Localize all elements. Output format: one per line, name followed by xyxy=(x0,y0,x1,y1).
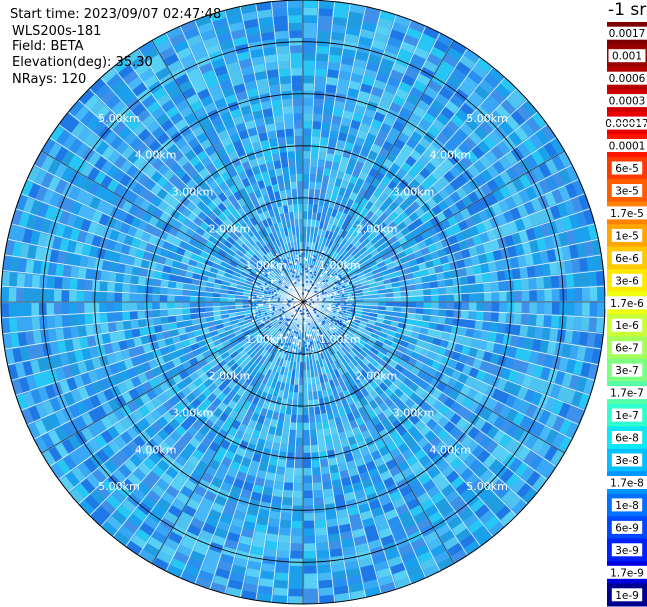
azimuth-spoke xyxy=(302,301,455,564)
range-ring-label: 4.00km xyxy=(135,443,177,456)
range-ring-label: 5.00km xyxy=(466,480,508,493)
range-ring-label: 5.00km xyxy=(98,480,140,493)
range-ring-label: 4.00km xyxy=(430,149,472,162)
colorbar-tick-label: 0.00017 xyxy=(605,118,647,130)
colorbar-tick-label: 1e-9 xyxy=(615,590,639,602)
azimuth-spoke xyxy=(151,301,304,564)
range-grid: 1.00km 1.00km 1.00km 1.00km 2.00km 2.00km 2.00… xyxy=(0,0,606,605)
azimuth-spoke xyxy=(302,301,565,454)
range-ring-label: 3.00km xyxy=(393,407,435,420)
colorbar-tick-box xyxy=(605,94,647,108)
colorbar-tick-box xyxy=(611,408,643,422)
colorbar: 0.0017 0.001 0.0006 0.0003 0.00017 0.0001 6e-5… xyxy=(601,22,647,607)
colorbar-tick-box xyxy=(608,49,646,63)
range-ring-label: 1.00km xyxy=(319,259,361,272)
azimuth-spoke xyxy=(41,301,304,454)
colorbar-tick-box xyxy=(611,161,643,175)
start-time-label: Start time: 2023/09/07 02:47:48 xyxy=(10,7,222,22)
colorbar-tick-label: 3e-5 xyxy=(615,186,639,198)
colorbar-tick-box xyxy=(605,476,647,489)
colorbar-tick-box xyxy=(611,453,643,467)
colorbar-tick-box xyxy=(605,386,647,400)
colorbar-tick-box xyxy=(611,431,643,444)
range-ring-label: 1.00km xyxy=(245,259,287,272)
range-ring-label: 4.00km xyxy=(430,443,472,456)
colorbar-tick-box xyxy=(605,26,647,40)
colorbar-tick-box xyxy=(605,206,647,220)
colorbar-tick-label: 0.0017 xyxy=(609,28,646,40)
colorbar-tick-label: 1e-6 xyxy=(615,320,639,332)
colorbar-tick-box xyxy=(605,296,647,310)
colorbar-tick-label: 6e-9 xyxy=(615,522,639,534)
range-ring-label: 5.00km xyxy=(466,112,508,125)
colorbar-tick-box xyxy=(611,498,643,512)
colorbar-tick-label: 3e-8 xyxy=(615,455,639,467)
colorbar-tick-label: 3e-9 xyxy=(615,545,639,557)
colorbar-tick-label: 6e-7 xyxy=(615,343,639,355)
colorbar-tick-label: 1.7e-7 xyxy=(610,388,644,400)
colorbar-tick-box xyxy=(605,565,647,579)
range-ring-label: 3.00km xyxy=(393,186,435,199)
colorbar-tick-label: 6e-6 xyxy=(615,253,639,265)
colorbar-tick-label: 1e-7 xyxy=(615,410,639,422)
colorbar-tick-label: 1.7e-5 xyxy=(610,208,644,220)
range-ring-label: 1.00km xyxy=(319,333,361,346)
range-ring-label: 2.00km xyxy=(356,222,398,235)
range-ring-label: 2.00km xyxy=(209,222,251,235)
colorbar-tick-label: 0.0003 xyxy=(609,96,646,108)
colorbar-unit-label: -1 sr xyxy=(608,0,647,20)
range-ring-label: 1.00km xyxy=(245,333,287,346)
azimuth-spoke xyxy=(302,40,455,303)
instrument-label: WLS200s-181 xyxy=(12,24,102,39)
colorbar-tick-label: 1e-8 xyxy=(615,500,639,512)
colorbar-tick-label: 0.0006 xyxy=(609,73,646,85)
colorbar-tick-label: 1.7e-9 xyxy=(610,567,644,579)
colorbar-tick-box xyxy=(611,588,643,602)
colorbar-tick-box xyxy=(611,318,643,332)
colorbar-tick-box xyxy=(611,520,643,534)
range-ring-label: 2.00km xyxy=(356,370,398,383)
colorbar-tick-label: 6e-8 xyxy=(615,433,639,445)
colorbar-tick-box xyxy=(611,543,643,557)
scan-bins xyxy=(1,0,605,604)
nrays-label: NRays: 120 xyxy=(12,72,87,87)
colorbar-tick-box xyxy=(611,273,643,287)
range-ring-label: 2.00km xyxy=(209,370,251,383)
range-ring-label: 4.00km xyxy=(135,149,177,162)
colorbar-tick-label: 0.0001 xyxy=(609,141,646,153)
colorbar-tick-box xyxy=(605,139,647,152)
range-ring-label: 3.00km xyxy=(172,407,214,420)
elevation-label: Elevation(deg): 35.30 xyxy=(12,55,153,70)
colorbar-tick-box xyxy=(605,71,647,85)
colorbar-tick-label: 3e-6 xyxy=(615,275,639,287)
colorbar-tick-box xyxy=(611,251,643,265)
colorbar-tick-label: 3e-7 xyxy=(615,365,639,377)
colorbar-tick-box xyxy=(611,341,643,355)
colorbar-tick-label: 1e-5 xyxy=(615,230,639,242)
colorbar-tick-label: 1.7e-6 xyxy=(610,298,644,310)
colorbar-tick-box xyxy=(611,228,643,242)
range-ring-label: 5.00km xyxy=(98,112,140,125)
colorbar-tick-label: 1.7e-8 xyxy=(610,478,644,490)
azimuth-spoke xyxy=(302,150,565,303)
colorbar-tick-box xyxy=(611,363,643,377)
range-ring-label: 3.00km xyxy=(172,186,214,199)
colorbar-tick-box xyxy=(611,184,643,197)
colorbar-tick-label: 6e-5 xyxy=(615,163,639,175)
azimuth-spoke xyxy=(41,150,304,303)
azimuth-spoke xyxy=(151,40,304,303)
field-label: Field: BETA xyxy=(12,39,84,54)
colorbar-tick-label: 0.001 xyxy=(612,51,642,63)
